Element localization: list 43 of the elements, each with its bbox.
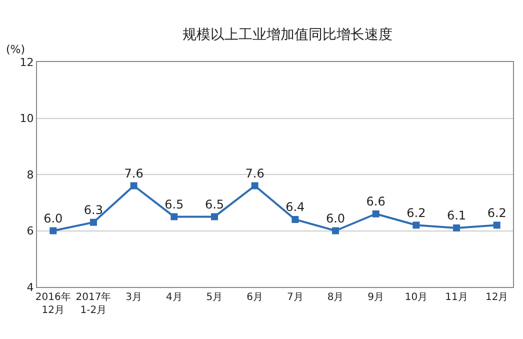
data-label: 6.1 (446, 208, 466, 223)
point (332, 227, 340, 234)
data-label: 6.5 (204, 197, 224, 212)
point (493, 222, 500, 229)
chart-title: 规模以上工业增加值同比增长速度 (182, 26, 393, 43)
x-tick-label: 9月 (368, 292, 384, 303)
data-label: 6.0 (326, 211, 346, 226)
y-tick-label: 4 (26, 280, 34, 294)
x-tick-label: 5月 (206, 292, 223, 303)
data-label: 7.6 (124, 166, 144, 180)
x-tick-label: 8月 (327, 292, 344, 303)
y-axis-title: (%) (6, 43, 26, 56)
point (251, 182, 258, 190)
point (453, 224, 460, 232)
data-label: 7.6 (245, 166, 264, 180)
point (210, 213, 218, 220)
data-label: 6.5 (164, 197, 184, 212)
data-label: 6.2 (487, 206, 506, 220)
point (412, 222, 420, 229)
point (50, 227, 57, 234)
x-tick-label: 6月 (246, 292, 264, 303)
x-tick-label: 7月 (286, 292, 304, 303)
point (90, 218, 97, 226)
y-tick-label: 10 (20, 112, 34, 126)
data-label: 6.2 (406, 206, 426, 220)
data-label: 6.6 (366, 194, 386, 209)
x-tick-label: 4月 (166, 292, 182, 303)
x-tick-label: 11月 (445, 292, 468, 303)
x-tick-label: 3月 (126, 292, 142, 303)
data-label: 6.3 (84, 202, 104, 217)
x-tick-label: 2017年 1-2月 (76, 291, 112, 316)
y-tick-label: 8 (26, 168, 34, 182)
y-tick-label: 12 (20, 56, 34, 69)
point (170, 213, 178, 220)
point (292, 216, 299, 223)
x-tick-label: 2016年 12月 (35, 291, 71, 316)
x-tick-label: 12月 (485, 292, 508, 303)
point (372, 210, 380, 218)
x-tick-label: 10月 (404, 292, 428, 303)
point (130, 182, 138, 190)
data-label: 6.4 (286, 200, 305, 214)
data-label: 6.0 (44, 211, 63, 226)
y-tick-label: 6 (26, 224, 34, 238)
